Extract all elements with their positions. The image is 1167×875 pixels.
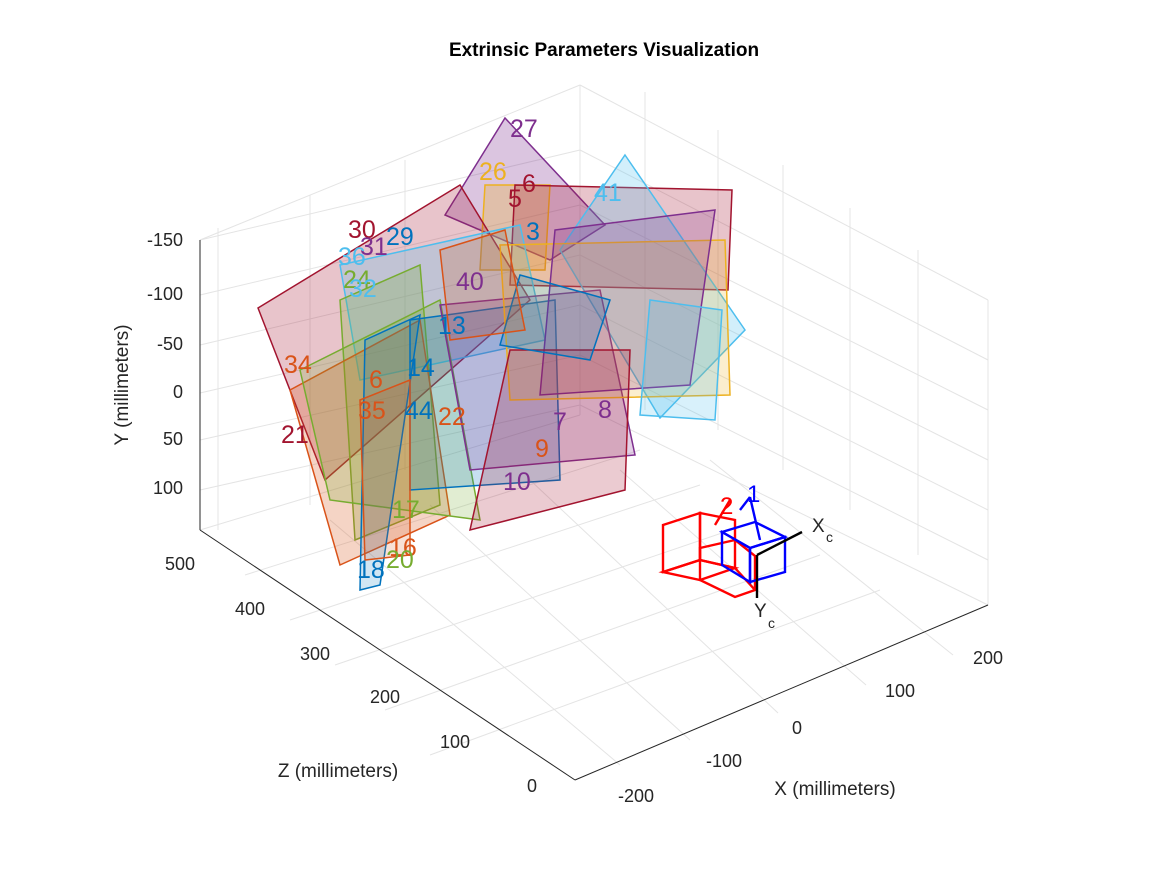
board-label: 16 <box>389 534 417 562</box>
board-label: 26 <box>479 158 507 186</box>
z-tick: 200 <box>370 687 400 707</box>
x-tick: 100 <box>885 681 915 701</box>
z-axis-label: Z (millimeters) <box>278 761 398 782</box>
board <box>359 313 421 591</box>
board-label: 3 <box>526 218 540 246</box>
x-axis-label: X (millimeters) <box>774 779 895 800</box>
board-label: 21 <box>281 421 309 449</box>
y-tick: 100 <box>153 478 183 498</box>
z-tick: 100 <box>440 732 470 752</box>
svg-text:X: X <box>812 516 825 537</box>
board-label: 5 <box>508 185 522 213</box>
board-label: 9 <box>535 435 549 463</box>
board-label: 14 <box>407 354 435 382</box>
board-label: 22 <box>438 403 466 431</box>
board-label: 36 <box>338 243 366 271</box>
board <box>469 349 631 532</box>
y-axis-label: Y (millimeters) <box>112 324 133 445</box>
board-label: 6 <box>522 170 536 198</box>
boards-group <box>257 116 746 591</box>
x-tick: 0 <box>792 718 802 738</box>
camera-axes <box>755 530 803 598</box>
board-label: 18 <box>357 556 385 584</box>
board-label: 41 <box>594 179 622 207</box>
y-tick: 0 <box>173 382 183 402</box>
camera-1 <box>718 496 789 585</box>
board <box>509 184 733 291</box>
board <box>559 153 746 420</box>
board <box>359 378 411 561</box>
x-tick: -100 <box>706 751 742 771</box>
svg-text:c: c <box>768 615 775 631</box>
svg-text:Y: Y <box>754 601 767 622</box>
board <box>639 299 723 421</box>
board-label: 24 <box>343 266 371 294</box>
z-ticks: 500 400 300 200 100 0 <box>165 554 537 796</box>
z-tick: 500 <box>165 554 195 574</box>
camera-label: 1 <box>747 481 760 508</box>
board <box>257 183 531 482</box>
board-label: 44 <box>405 397 433 425</box>
board-label: 6 <box>369 366 383 394</box>
board-label: 10 <box>503 468 531 496</box>
board-labels: 27 26 6 5 41 3 30 31 29 36 24 32 40 13 3… <box>281 115 622 584</box>
board-label: 7 <box>553 408 567 436</box>
y-tick: -100 <box>147 284 183 304</box>
camera-label: 2 <box>720 493 733 520</box>
svg-text:c: c <box>826 529 833 545</box>
board-label: 30 <box>348 216 376 244</box>
board <box>339 263 441 542</box>
axis-lines <box>199 240 989 781</box>
board <box>499 239 731 401</box>
board-label: 17 <box>392 496 420 524</box>
z-tick: 400 <box>235 599 265 619</box>
board-label: 20 <box>386 546 414 574</box>
board <box>443 116 607 261</box>
y-tick: -150 <box>147 230 183 250</box>
board <box>539 209 716 396</box>
board <box>499 274 611 361</box>
board <box>299 298 481 521</box>
camera-axis-y-label: Y c <box>754 601 775 631</box>
chart-title: Extrinsic Parameters Visualization <box>449 40 759 61</box>
board <box>439 229 526 341</box>
x-ticks: -200 -100 0 100 200 <box>618 648 1003 806</box>
board-label: 8 <box>598 396 612 424</box>
x-tick: -200 <box>618 786 654 806</box>
camera-axis-x-label: X c <box>812 516 833 545</box>
board-label: 31 <box>360 233 388 261</box>
y-tick: -50 <box>157 334 183 354</box>
board-label: 27 <box>510 115 538 143</box>
board-label: 35 <box>358 397 386 425</box>
board-label: 34 <box>284 351 312 379</box>
y-tick: 50 <box>163 429 183 449</box>
board-label: 29 <box>386 223 414 251</box>
board-label: 40 <box>456 268 484 296</box>
x-tick: 200 <box>973 648 1003 668</box>
z-tick: 300 <box>300 644 330 664</box>
z-tick: 0 <box>527 776 537 796</box>
board-label: 13 <box>438 312 466 340</box>
board-label: 32 <box>349 275 377 303</box>
y-ticks: -150 -100 -50 0 50 100 <box>147 230 183 498</box>
